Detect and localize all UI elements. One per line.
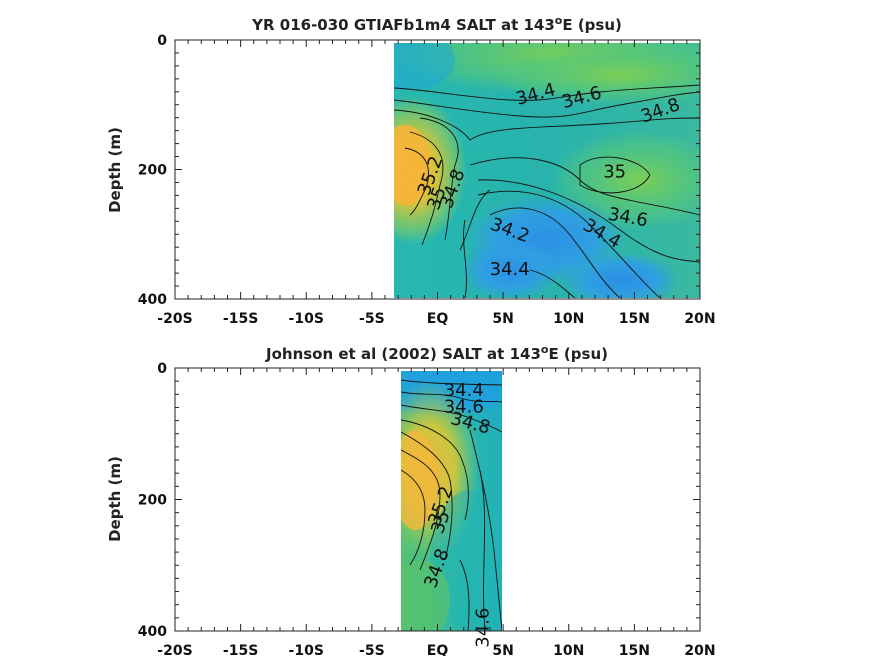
x-tick-label: -20S bbox=[157, 311, 192, 327]
x-tick-label: EQ bbox=[427, 311, 449, 327]
x-tick-label: 20N bbox=[684, 643, 715, 656]
y-axis-label-top: Depth (m) bbox=[106, 127, 124, 213]
x-tick-label: 15N bbox=[619, 643, 650, 656]
x-tick-label: 5N bbox=[492, 643, 513, 656]
chart-title-top-main: YR 016-030 GTIAFb1m4 SALT at 143 bbox=[251, 16, 555, 34]
x-tick-label: 10N bbox=[553, 643, 584, 656]
contour-label: 34.6 bbox=[472, 608, 493, 648]
y-axis-label-bottom: Depth (m) bbox=[106, 456, 124, 542]
chart-title-top-end: E (psu) bbox=[562, 16, 622, 34]
x-tick-labels-bottom: -20S -15S -10S -5S EQ 5N 10N 15N 20N bbox=[157, 643, 715, 656]
panel-bottom: Johnson et al (2002) SALT at 143oE (psu)… bbox=[106, 343, 716, 656]
chart-title-bottom-end: E (psu) bbox=[548, 345, 608, 363]
y-tick-labels-bottom: 0 200 400 bbox=[138, 361, 167, 640]
chart-title-top-sup: o bbox=[555, 14, 563, 27]
panel-top: YR 016-030 GTIAFb1m4 SALT at 143oE (psu) bbox=[106, 14, 716, 327]
chart-title-bottom-main: Johnson et al (2002) SALT at 143 bbox=[265, 345, 541, 363]
contour-label: 35 bbox=[603, 162, 626, 183]
axis-ticks-top bbox=[174, 39, 701, 300]
salinity-field-top bbox=[394, 43, 700, 298]
contours-top bbox=[394, 84, 700, 298]
chart-title-top: YR 016-030 GTIAFb1m4 SALT at 143oE (psu) bbox=[251, 14, 622, 34]
x-tick-label: -10S bbox=[289, 643, 324, 656]
x-tick-label: -5S bbox=[359, 643, 385, 656]
y-tick-label: 200 bbox=[138, 163, 167, 179]
x-tick-label: -5S bbox=[359, 311, 385, 327]
chart-title-bottom-sup: o bbox=[541, 343, 549, 356]
x-tick-label: -10S bbox=[289, 311, 324, 327]
y-tick-label: 0 bbox=[157, 361, 167, 377]
y-tick-label: 200 bbox=[138, 493, 167, 509]
x-tick-label: EQ bbox=[427, 643, 449, 656]
chart-title-bottom: Johnson et al (2002) SALT at 143oE (psu) bbox=[265, 343, 608, 363]
x-tick-label: 15N bbox=[619, 311, 650, 327]
x-tick-label: 20N bbox=[684, 311, 715, 327]
contour-label: 34.6 bbox=[444, 396, 484, 417]
x-tick-labels-top: -20S -15S -10S -5S EQ 5N 10N 15N 20N bbox=[157, 311, 715, 327]
y-tick-label: 400 bbox=[138, 292, 167, 308]
y-tick-label: 400 bbox=[138, 624, 167, 640]
x-tick-label: 10N bbox=[553, 311, 584, 327]
x-tick-label: 5N bbox=[492, 311, 513, 327]
contours-bottom bbox=[401, 379, 502, 631]
x-tick-label: -15S bbox=[223, 643, 258, 656]
axis-ticks-bottom bbox=[174, 367, 701, 632]
contour-label: 34.4 bbox=[490, 259, 530, 280]
y-tick-label: 0 bbox=[157, 33, 167, 49]
x-tick-label: -15S bbox=[223, 311, 258, 327]
y-tick-labels-top: 0 200 400 bbox=[138, 33, 167, 308]
contour-label: 34.4 bbox=[444, 380, 484, 401]
x-tick-label: -20S bbox=[157, 643, 192, 656]
